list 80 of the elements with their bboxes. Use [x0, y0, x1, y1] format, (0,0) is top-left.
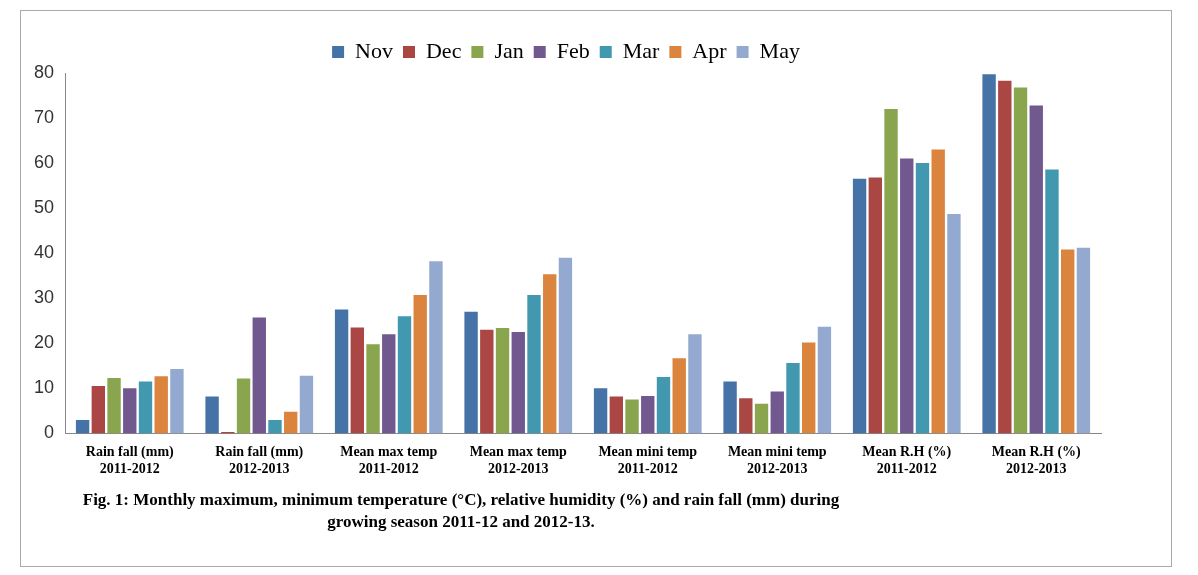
y-tick-label: 40	[33, 242, 55, 263]
bar	[480, 329, 494, 434]
legend-label: Apr	[692, 37, 728, 63]
bar	[931, 149, 945, 434]
bar	[1076, 247, 1091, 434]
bar	[464, 311, 478, 434]
y-tick-label: 0	[44, 422, 55, 443]
bar	[382, 334, 396, 434]
bar	[123, 388, 137, 434]
x-tick-label: Rain fall (mm) 2011-2012	[85, 444, 175, 477]
bar	[350, 327, 364, 434]
bar	[397, 316, 412, 434]
x-tick-label: Mean mini temp 2012-2013	[727, 444, 827, 477]
x-tick-label: Mean R.H (%) 2012-2013	[991, 444, 1082, 477]
legend-label: Dec	[425, 37, 462, 63]
legend-label: Nov	[355, 37, 393, 63]
bar	[802, 342, 816, 434]
legend-label: Feb	[556, 37, 590, 63]
bar	[154, 376, 168, 434]
bar	[723, 381, 737, 434]
bar	[1013, 87, 1028, 434]
bar	[947, 214, 961, 434]
bar	[998, 80, 1012, 434]
bar	[770, 391, 784, 434]
caption: Fig. 1: Monthly maximum, minimum temperature (°C), relative humidity (%) and rain fall (mm) during growing season 2011-12 and 2012-13.	[81, 489, 841, 533]
bar	[284, 411, 298, 434]
y-tick-label: 20	[33, 332, 55, 353]
bar	[558, 257, 573, 434]
bar	[915, 163, 930, 434]
y-tick-label: 70	[33, 107, 55, 128]
bar	[593, 388, 608, 434]
bar	[299, 375, 314, 434]
y-tick-label: 50	[33, 197, 55, 218]
bar	[91, 386, 105, 434]
y-tick-label: 10	[33, 377, 55, 398]
bar	[884, 109, 898, 434]
bar	[543, 274, 557, 434]
bar	[170, 368, 184, 434]
legend-label: Jan	[494, 37, 524, 63]
bar	[334, 309, 349, 434]
bar	[656, 377, 671, 434]
bar	[900, 158, 914, 434]
bar	[739, 398, 753, 434]
y-tick-label: 30	[33, 287, 55, 308]
x-tick-label: Rain fall (mm) 2012-2013	[215, 444, 304, 477]
bar	[107, 377, 121, 434]
bar	[625, 399, 639, 434]
x-tick-label: Mean max temp 2011-2012	[340, 444, 438, 477]
bar	[1045, 169, 1059, 434]
bar	[786, 363, 800, 434]
bar	[252, 317, 266, 434]
bar	[852, 178, 867, 434]
legend-label: May	[759, 37, 800, 63]
bar	[495, 327, 510, 434]
y-tick-label: 80	[33, 61, 55, 82]
bar	[429, 261, 443, 434]
bar	[205, 396, 219, 434]
bar	[641, 396, 655, 434]
bar	[138, 381, 153, 434]
bar	[236, 378, 251, 434]
bar	[609, 396, 623, 434]
bar	[366, 344, 380, 434]
bar	[527, 295, 541, 434]
y-tick-label: 60	[33, 152, 55, 173]
legend-label: Mar	[622, 37, 661, 63]
bar	[1029, 105, 1043, 434]
x-tick-label: Mean R.H (%) 2011-2012	[862, 444, 952, 477]
bar	[268, 419, 282, 434]
bar	[982, 74, 996, 434]
bar	[868, 177, 882, 434]
bar	[413, 295, 427, 434]
x-tick-label: Mean mini temp 2011-2012	[598, 444, 698, 477]
bar	[817, 326, 832, 434]
bar	[75, 419, 90, 434]
bar	[754, 403, 769, 434]
bar	[1061, 249, 1075, 434]
bar	[672, 358, 686, 434]
x-tick-label: Mean max temp 2012-2013	[469, 444, 568, 477]
bar	[688, 334, 702, 434]
bar	[511, 332, 525, 434]
